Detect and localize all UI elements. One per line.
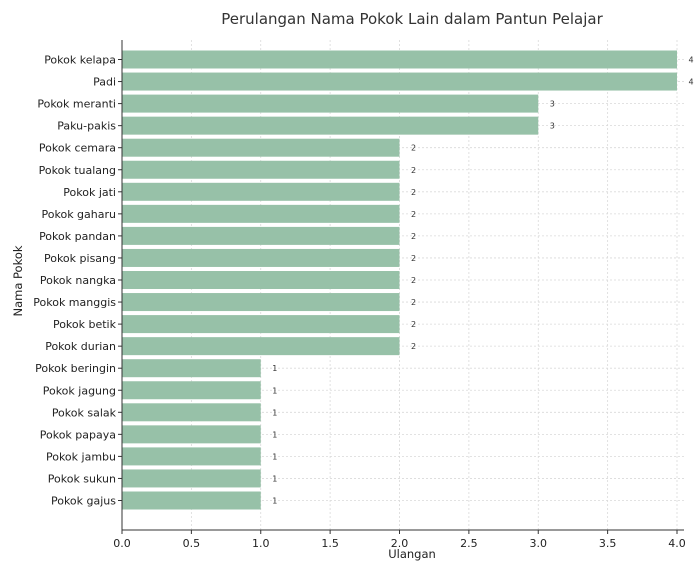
- y-tick-label: Pokok meranti: [37, 98, 116, 111]
- bars: [122, 50, 677, 510]
- x-tick-label: 3.5: [599, 537, 617, 550]
- y-tick-label: Pokok gaharu: [42, 208, 116, 221]
- bar: [122, 160, 400, 179]
- x-tick-label: 1.5: [321, 537, 339, 550]
- y-tick-label: Pokok kelapa: [44, 54, 116, 67]
- bar: [122, 116, 539, 135]
- bar: [122, 381, 261, 400]
- y-tick-label: Pokok durian: [45, 340, 116, 353]
- data-label: 1: [272, 474, 277, 483]
- data-label: 2: [411, 342, 416, 351]
- bar: [122, 138, 400, 157]
- bar: [122, 226, 400, 245]
- data-label: 1: [272, 430, 277, 439]
- data-label: 2: [411, 276, 416, 285]
- data-label: 2: [411, 210, 416, 219]
- y-tick-label: Pokok betik: [53, 318, 117, 331]
- y-tick-label: Pokok jati: [63, 186, 116, 199]
- data-label: 1: [272, 408, 277, 417]
- data-labels: 4 4 3 3 2 2 2 2 2 2 2 2 2 2 1 1 1 1 1 1 1: [272, 56, 693, 506]
- x-tick-label: 1.0: [252, 537, 270, 550]
- bar: [122, 469, 261, 488]
- x-axis-label: Ulangan: [388, 547, 436, 561]
- data-label: 3: [550, 122, 555, 131]
- data-label: 4: [688, 78, 693, 87]
- x-tick-label: 2.0: [391, 537, 409, 550]
- data-label: 3: [550, 100, 555, 109]
- y-tick-label: Pokok cemara: [39, 142, 116, 155]
- x-tick-label: 0.0: [113, 537, 131, 550]
- bar: [122, 447, 261, 466]
- bar: [122, 271, 400, 289]
- bar: [122, 248, 400, 267]
- bar: [122, 293, 400, 312]
- data-label: 2: [411, 320, 416, 329]
- data-label: 1: [272, 497, 277, 506]
- y-axis-label: Nama Pokok: [11, 245, 25, 316]
- data-label: 2: [411, 298, 416, 307]
- bar: [122, 50, 677, 69]
- data-label: 1: [272, 364, 277, 373]
- bar: [122, 72, 677, 91]
- y-tick-label: Pokok tualang: [39, 164, 116, 177]
- y-tick-label: Pokok pandan: [39, 230, 116, 243]
- x-tick-label: 4.0: [668, 537, 686, 550]
- data-label: 2: [411, 144, 416, 153]
- y-tick-label: Pokok jambu: [46, 450, 116, 463]
- data-label: 2: [411, 166, 416, 175]
- y-tick-label: Pokok sukun: [48, 472, 116, 485]
- bar: [122, 204, 400, 223]
- bar: [122, 337, 400, 356]
- chart-title: Perulangan Nama Pokok Lain dalam Pantun …: [221, 10, 603, 28]
- x-tick-labels: 0.0 0.5 1.0 1.5 2.0 2.5 3.0 3.5 4.0: [113, 537, 686, 550]
- bar: [122, 403, 261, 422]
- bar: [122, 491, 261, 510]
- data-label: 4: [688, 56, 693, 65]
- bar: [122, 315, 400, 334]
- y-tick-labels: Pokok kelapa Padi Pokok meranti Paku-pakis P…: [33, 54, 116, 508]
- y-tick-label: Pokok jagung: [43, 384, 116, 397]
- x-tick-label: 3.0: [530, 537, 548, 550]
- bar: [122, 359, 261, 378]
- y-tick-label: Pokok salak: [52, 406, 117, 419]
- y-tick-label: Paku-pakis: [57, 120, 116, 133]
- y-tick-label: Pokok manggis: [33, 296, 116, 309]
- y-tick-label: Pokok beringin: [35, 362, 116, 375]
- y-tick-label: Pokok gajus: [51, 495, 116, 508]
- y-tick-label: Padi: [93, 76, 116, 89]
- y-tick-label: Pokok pisang: [44, 252, 116, 265]
- data-label: 2: [411, 188, 416, 197]
- y-tick-label: Pokok papaya: [40, 428, 116, 441]
- axes-frame: [118, 40, 684, 534]
- y-tick-label: Pokok nangka: [40, 274, 116, 287]
- data-label: 1: [272, 452, 277, 461]
- x-tick-label: 2.5: [460, 537, 478, 550]
- data-label: 1: [272, 386, 277, 395]
- data-label: 2: [411, 254, 416, 263]
- x-tick-label: 0.5: [183, 537, 201, 550]
- bar: [122, 94, 539, 113]
- data-label: 2: [411, 232, 416, 241]
- bar: [122, 182, 400, 201]
- bar: [122, 425, 261, 444]
